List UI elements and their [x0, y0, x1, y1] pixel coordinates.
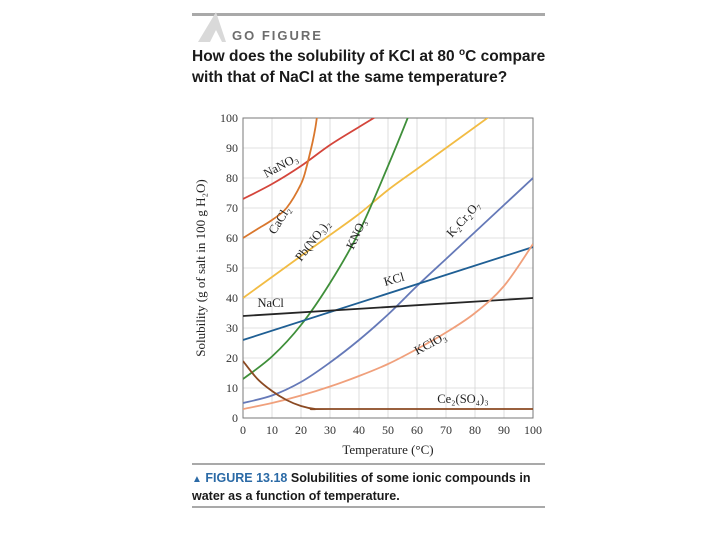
top-rule [192, 13, 545, 16]
caption-rule [192, 463, 545, 465]
question-degree-sup: o [458, 47, 466, 58]
bottom-rule [192, 506, 545, 508]
plot-frame [242, 117, 534, 419]
caption-text: Solubilities of some ionic compounds in … [192, 471, 531, 503]
x-axis-label: Temperature (°C) [342, 442, 433, 457]
x-tick-label: 70 [440, 423, 452, 437]
question-line1-start: How does the solubility of KCl at 80 [192, 48, 459, 66]
series-label-PbNO32: Pb(NO₃)₂ [292, 217, 333, 264]
series-label-K2Cr2O7: K₂Cr₂O₇ [444, 198, 484, 240]
y-tick-label: 0 [232, 411, 238, 425]
series-line-Ce2SO43 [243, 360, 533, 411]
y-tick-label: 30 [226, 321, 238, 335]
x-tick-label: 60 [411, 423, 423, 437]
x-tick-label: 90 [498, 423, 510, 437]
x-tick-label: 80 [469, 423, 481, 437]
series-line-PbNO32 [243, 118, 489, 299]
y-tick-label: 10 [226, 381, 238, 395]
y-tick-label: 20 [226, 351, 238, 365]
series-label-CaCl2: CaCl₂ [266, 204, 294, 237]
figure-question: How does the solubility of KCl at 80 oC … [192, 42, 552, 88]
x-tick-label: 40 [353, 423, 365, 437]
y-tick-label: 100 [220, 111, 238, 125]
series-line-KNO3 [243, 118, 409, 380]
series-line-NaNO3 [243, 118, 376, 200]
y-tick-label: 70 [226, 201, 238, 215]
series-line-KClO3 [243, 243, 533, 410]
y-tick-label: 60 [226, 231, 238, 245]
y-tick-label: 80 [226, 171, 238, 185]
go-figure-triangle-icon [198, 12, 226, 42]
x-tick-label: 50 [382, 423, 394, 437]
caption-figure-number: FIGURE 13.18 [205, 471, 288, 485]
question-line1-end: C compare [465, 48, 546, 66]
series-line-NaCl [243, 297, 533, 317]
y-tick-label: 50 [226, 261, 238, 275]
y-axis-label: Solubility (g of salt in 100 g H₂O) [193, 179, 208, 357]
x-tick-label: 0 [240, 423, 246, 437]
series-label-NaNO3: NaNO₃ [261, 151, 300, 181]
caption-triangle-icon: ▲ [192, 474, 202, 485]
x-tick-label: 100 [524, 423, 542, 437]
x-tick-label: 20 [295, 423, 307, 437]
question-line2: with that of NaCl at the same temperatur… [192, 69, 508, 87]
series-label-Ce2SO43: Ce₂(SO₄)₃ [437, 392, 488, 406]
series-label-NaCl: NaCl [258, 296, 285, 310]
x-tick-label: 10 [266, 423, 278, 437]
go-figure-label: GO FIGURE [232, 28, 323, 43]
series-line-KCl [243, 246, 533, 341]
series-label-KCl: KCl [382, 270, 406, 289]
series-line-CaCl2 [243, 118, 318, 239]
series-line-K2Cr2O7 [243, 177, 533, 404]
x-tick-label: 30 [324, 423, 336, 437]
figure-caption: ▲ FIGURE 13.18 Solubilities of some ioni… [192, 470, 552, 504]
y-tick-label: 90 [226, 141, 238, 155]
y-tick-label: 40 [226, 291, 238, 305]
solubility-chart: 0 10 20 30 40 50 60 70 80 90 100 0 10 20 30 40 50 60 70 80 9… [193, 111, 542, 457]
go-figure-header: GO FIGURE [192, 8, 545, 44]
